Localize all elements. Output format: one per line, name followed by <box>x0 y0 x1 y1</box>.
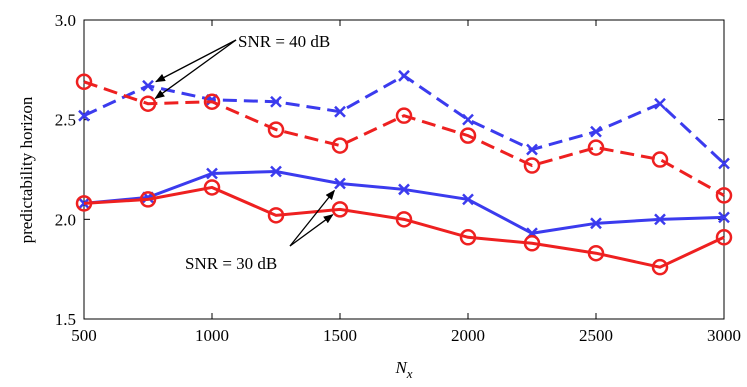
data-point-cross <box>398 183 410 196</box>
data-point-circle <box>523 235 541 252</box>
data-point-cross <box>590 217 602 230</box>
x-tick-label: 1000 <box>195 326 229 345</box>
x-tick-label: 3000 <box>707 326 741 345</box>
data-point-cross <box>526 143 538 156</box>
data-point-circle <box>203 93 221 110</box>
x-tick-label: 2000 <box>451 326 485 345</box>
annotation-arrow <box>289 189 336 247</box>
data-point-cross <box>398 69 410 82</box>
axis-ticks: 500 1000 1500 2000 2500 3000 1.5 2.0 2.5 3.0 <box>55 11 741 345</box>
data-point-cross <box>462 113 474 126</box>
data-point-circle <box>395 211 413 228</box>
annotation-arrow <box>155 39 237 83</box>
x-axis-label: Nx <box>394 358 412 381</box>
data-point-circle <box>523 157 541 174</box>
data-point-circle <box>715 229 733 246</box>
data-point-cross <box>270 95 282 108</box>
data-point-cross <box>654 97 666 110</box>
data-point-cross <box>206 167 218 180</box>
data-point-cross <box>270 165 282 178</box>
data-point-circle <box>203 179 221 196</box>
data-point-circle <box>459 229 477 246</box>
annotation-layer: SNR = 40 dB SNR = 30 dB <box>154 32 336 273</box>
data-point-circle <box>139 191 157 208</box>
y-tick-label: 2.5 <box>55 111 76 130</box>
data-point-circle <box>267 207 285 224</box>
data-point-cross <box>654 213 666 226</box>
data-point-circle <box>715 187 733 204</box>
y-tick-label: 1.5 <box>55 310 76 329</box>
data-point-circle <box>395 107 413 124</box>
data-point-cross <box>718 211 730 224</box>
annotation-label: SNR = 30 dB <box>185 254 277 273</box>
data-point-cross <box>334 177 346 190</box>
y-tick-label: 3.0 <box>55 11 76 30</box>
data-point-circle <box>139 95 157 112</box>
data-point-cross <box>78 109 90 122</box>
y-tick-label: 2.0 <box>55 210 76 229</box>
data-point-circle <box>587 139 605 156</box>
series-line-3 <box>83 185 725 269</box>
data-point-cross <box>590 125 602 138</box>
data-point-circle <box>651 258 669 276</box>
series-layer <box>75 69 733 276</box>
x-tick-label: 1500 <box>323 326 357 345</box>
x-tick-label: 500 <box>71 326 97 345</box>
data-point-circle <box>331 137 349 154</box>
annotation-arrow <box>154 39 237 100</box>
data-point-circle <box>459 127 477 144</box>
plot-area <box>83 19 725 320</box>
y-axis-label: predictability horizon <box>17 96 36 243</box>
x-tick-label: 2500 <box>579 326 613 345</box>
annotation-arrow <box>289 214 334 247</box>
data-point-cross <box>718 157 730 170</box>
annotation-label: SNR = 40 dB <box>238 32 330 51</box>
series-line-1 <box>83 80 725 197</box>
data-point-circle <box>651 151 669 168</box>
x-axis-label-main: N <box>394 358 408 377</box>
data-point-cross <box>142 79 154 92</box>
data-point-cross <box>462 193 474 206</box>
data-point-circle <box>587 244 605 262</box>
data-point-circle <box>331 201 349 218</box>
data-point-circle <box>75 195 93 212</box>
data-point-circle <box>75 73 93 91</box>
data-point-cross <box>334 105 346 118</box>
x-axis-label-subscript: x <box>406 366 413 381</box>
data-point-circle <box>267 121 285 138</box>
